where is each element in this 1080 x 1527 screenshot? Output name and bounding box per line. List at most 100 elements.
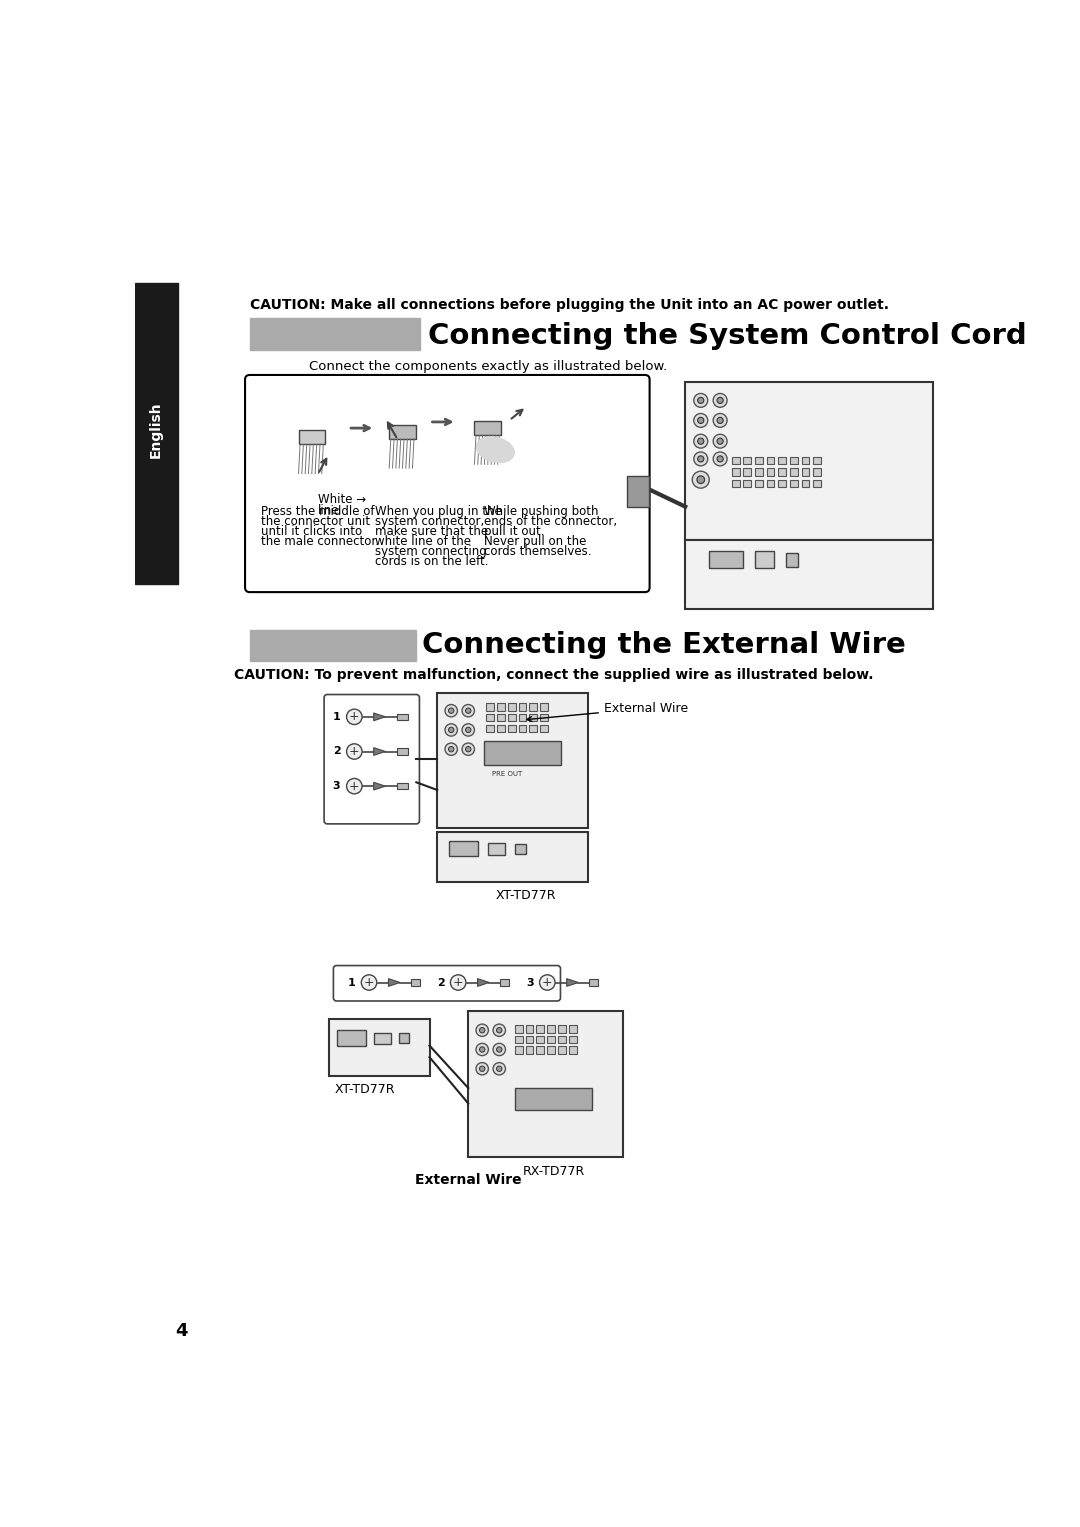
Bar bbox=[789, 457, 798, 464]
Bar bbox=[813, 469, 821, 476]
Text: Press the middle of: Press the middle of bbox=[260, 505, 374, 518]
FancyBboxPatch shape bbox=[324, 695, 419, 825]
Polygon shape bbox=[374, 748, 386, 756]
Text: +: + bbox=[453, 976, 463, 989]
Polygon shape bbox=[567, 979, 578, 986]
Text: XT-TD77R: XT-TD77R bbox=[496, 889, 556, 902]
Circle shape bbox=[462, 704, 474, 716]
Circle shape bbox=[362, 974, 377, 989]
Text: CAUTION: Make all connections before plugging the Unit into an AC power outlet.: CAUTION: Make all connections before plu… bbox=[249, 298, 889, 312]
Text: Connecting the External Wire: Connecting the External Wire bbox=[422, 631, 905, 660]
Text: 1: 1 bbox=[348, 977, 356, 988]
Bar bbox=[486, 713, 494, 721]
Text: the male connector.: the male connector. bbox=[260, 534, 379, 548]
Bar bbox=[537, 1025, 544, 1032]
Bar bbox=[488, 843, 504, 855]
Text: PRE OUT: PRE OUT bbox=[491, 771, 522, 777]
Circle shape bbox=[476, 1043, 488, 1055]
Circle shape bbox=[494, 1025, 505, 1037]
Bar bbox=[526, 1035, 534, 1043]
Text: until it clicks into: until it clicks into bbox=[260, 525, 362, 538]
Text: cords themselves.: cords themselves. bbox=[484, 545, 591, 559]
Text: CAUTION: To prevent malfunction, connect the supplied wire as illustrated below.: CAUTION: To prevent malfunction, connect… bbox=[233, 667, 874, 681]
Polygon shape bbox=[374, 782, 386, 789]
Bar bbox=[801, 479, 809, 487]
Bar bbox=[515, 1089, 592, 1110]
Circle shape bbox=[698, 457, 704, 463]
Bar bbox=[389, 425, 416, 438]
Circle shape bbox=[476, 1025, 488, 1037]
Ellipse shape bbox=[476, 437, 514, 463]
Text: RX-TD77R: RX-TD77R bbox=[523, 1165, 584, 1177]
Circle shape bbox=[347, 779, 362, 794]
Bar bbox=[529, 724, 537, 733]
Bar bbox=[767, 469, 774, 476]
Text: RX-TD77R: RX-TD77R bbox=[496, 837, 557, 851]
Text: +: + bbox=[364, 976, 375, 989]
Circle shape bbox=[713, 434, 727, 447]
Bar bbox=[801, 457, 809, 464]
Text: 4: 4 bbox=[175, 1321, 188, 1339]
Bar bbox=[755, 457, 762, 464]
Bar bbox=[558, 1035, 566, 1043]
Bar bbox=[743, 479, 751, 487]
Bar bbox=[548, 1035, 555, 1043]
Text: 1: 1 bbox=[333, 712, 340, 722]
Bar bbox=[518, 702, 526, 710]
Text: line: line bbox=[318, 504, 339, 516]
Text: cords is on the left.: cords is on the left. bbox=[375, 556, 489, 568]
Circle shape bbox=[697, 476, 704, 484]
Circle shape bbox=[480, 1028, 485, 1032]
Bar bbox=[755, 551, 774, 568]
Bar bbox=[569, 1035, 577, 1043]
Bar bbox=[685, 382, 933, 539]
Circle shape bbox=[717, 457, 724, 463]
Bar bbox=[484, 742, 562, 765]
Bar bbox=[813, 479, 821, 487]
Bar bbox=[789, 469, 798, 476]
Bar bbox=[449, 841, 478, 857]
Text: When you plug in the: When you plug in the bbox=[375, 505, 502, 518]
Circle shape bbox=[693, 414, 707, 428]
Bar bbox=[540, 713, 548, 721]
Bar bbox=[249, 629, 416, 661]
Circle shape bbox=[448, 727, 454, 733]
Circle shape bbox=[494, 1043, 505, 1055]
Bar bbox=[397, 713, 408, 719]
Bar bbox=[399, 1032, 409, 1043]
Bar bbox=[298, 431, 325, 444]
Bar bbox=[537, 1035, 544, 1043]
Text: Never pull on the: Never pull on the bbox=[484, 534, 586, 548]
Text: 2: 2 bbox=[333, 747, 340, 756]
Bar bbox=[328, 1019, 430, 1077]
Circle shape bbox=[713, 414, 727, 428]
Bar bbox=[767, 479, 774, 487]
Bar bbox=[374, 1032, 391, 1044]
Circle shape bbox=[445, 744, 458, 756]
Bar bbox=[732, 479, 740, 487]
Bar bbox=[569, 1025, 577, 1032]
Polygon shape bbox=[477, 979, 489, 986]
Bar bbox=[569, 1046, 577, 1054]
Bar bbox=[789, 479, 798, 487]
Circle shape bbox=[480, 1048, 485, 1052]
Bar bbox=[337, 1031, 366, 1046]
FancyBboxPatch shape bbox=[334, 965, 561, 1002]
Bar bbox=[526, 1025, 534, 1032]
Text: ends of the connector,: ends of the connector, bbox=[484, 515, 617, 528]
Bar bbox=[529, 713, 537, 721]
Polygon shape bbox=[389, 979, 400, 986]
Circle shape bbox=[497, 1028, 502, 1032]
Circle shape bbox=[717, 438, 724, 444]
Bar bbox=[627, 476, 649, 507]
Bar bbox=[779, 479, 786, 487]
Bar bbox=[474, 421, 501, 435]
Bar bbox=[486, 724, 494, 733]
Bar bbox=[540, 724, 548, 733]
Text: 2: 2 bbox=[437, 977, 445, 988]
Bar bbox=[515, 1046, 523, 1054]
Circle shape bbox=[445, 704, 458, 716]
Bar bbox=[558, 1025, 566, 1032]
Bar bbox=[779, 469, 786, 476]
Circle shape bbox=[494, 1063, 505, 1075]
